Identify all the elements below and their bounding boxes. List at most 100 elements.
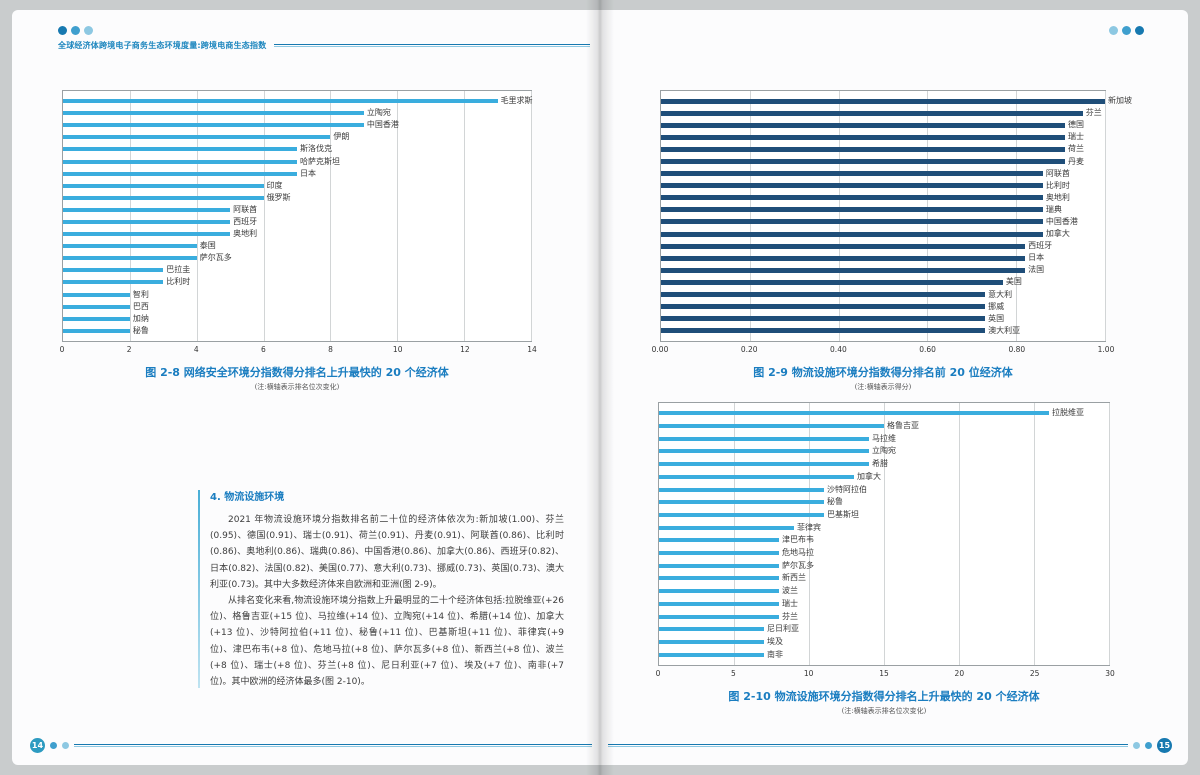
bar-rows: 拉脱维亚 格鲁吉亚 马拉维 立陶宛 希腊 加拿大 沙特阿拉伯 秘鲁 巴基斯坦 菲律宾 津巴布韦 危地马…	[659, 407, 1109, 661]
bar-label: 奥地利	[233, 229, 258, 239]
figure-2-9-caption: 图 2-9 物流设施环境分指数得分排名前 20 位经济体	[753, 366, 1013, 379]
x-axis-tick-label: 30	[1105, 669, 1115, 678]
bar-row: 菲律宾	[659, 521, 1109, 534]
figure-2-8-note: (注:横轴表示排名位次变化)	[254, 383, 340, 391]
bar-row: 新加坡	[661, 95, 1132, 107]
figure-2-10-note: (注:横轴表示排名位次变化)	[841, 707, 927, 715]
bar	[661, 255, 1026, 261]
x-axis-tick-label: 0.40	[830, 345, 847, 354]
bar-label: 格鲁吉亚	[887, 421, 919, 431]
bar-label: 危地马拉	[782, 548, 814, 558]
gridline	[884, 403, 885, 665]
bar-row: 萨尔瓦多	[659, 559, 1109, 572]
bar	[661, 171, 1043, 177]
bar-label: 法国	[1028, 265, 1045, 275]
bar	[659, 601, 779, 606]
gridline	[808, 403, 810, 665]
x-axis-tick-label: 0.00	[651, 345, 669, 354]
bar-row: 中国香港	[63, 119, 531, 131]
bar-label: 印度	[266, 180, 283, 190]
decor-dot-icon	[58, 26, 67, 35]
bar-row: 新西兰	[659, 572, 1109, 585]
bar-label: 新西兰	[782, 573, 806, 583]
bar-label: 奥地利	[1045, 192, 1070, 202]
bar-row: 丹麦	[661, 155, 1105, 167]
x-axis-tick-label: 10	[803, 669, 814, 678]
bar-label: 萨尔瓦多	[782, 560, 814, 570]
bar-label: 英国	[988, 313, 1005, 323]
bar-rows: 新加坡 芬兰 德国 瑞士 荷兰 丹麦 阿联酋 比利时 奥地利 瑞典 中国香港 加拿大 西班牙 日本 法国 美国…	[661, 95, 1132, 337]
x-axis-tick-label: 2	[126, 345, 132, 354]
bar-row: 拉脱维亚	[659, 407, 1109, 420]
bar	[63, 244, 197, 249]
bar	[63, 123, 364, 128]
bar-label: 澳大利亚	[988, 325, 1021, 335]
gridline	[1034, 403, 1035, 665]
bar-row: 智利	[63, 289, 531, 301]
bar-row: 挪威	[661, 301, 1105, 313]
x-axis-tick-label: 0.80	[1008, 345, 1026, 354]
bar-row: 哈萨克斯坦	[63, 155, 531, 167]
bar-row: 危地马拉	[659, 547, 1109, 560]
bar	[63, 183, 264, 188]
bar	[661, 328, 986, 334]
bar-label: 中国香港	[366, 120, 399, 130]
bar-row: 奥地利	[63, 228, 531, 240]
x-axis-tick-label: 6	[261, 345, 266, 354]
bar-label: 德国	[1068, 120, 1085, 130]
bar-row: 比利时	[63, 276, 531, 288]
bar	[63, 280, 164, 285]
bar	[63, 316, 130, 321]
figure-2-8-chart: 毛里求斯 立陶宛 中国香港 伊朗 斯洛伐克 哈萨克斯坦 日本 印度 俄罗斯 阿联酋 西班牙 奥地利 泰国…	[60, 90, 537, 356]
bar-row: 芬兰	[659, 610, 1109, 623]
bar-label: 萨尔瓦多	[199, 253, 232, 263]
bar	[661, 207, 1043, 213]
bar-label: 瑞士	[782, 598, 798, 608]
bar-label: 巴西	[132, 301, 149, 311]
bar-row: 萨尔瓦多	[63, 252, 531, 264]
figure-2-10-x-axis: 0 5 10 15 20 25 30	[656, 666, 1115, 680]
bar	[659, 589, 779, 594]
footer-left: 14	[30, 738, 592, 753]
bar-label: 比利时	[166, 277, 191, 287]
bar	[659, 487, 824, 492]
bar-row: 日本	[63, 168, 531, 180]
bar-row: 瑞典	[661, 204, 1105, 216]
bar-label: 秘鲁	[827, 497, 843, 507]
bar	[659, 500, 824, 505]
page-number-left: 14	[30, 738, 45, 753]
bar-row: 南非	[659, 648, 1109, 661]
bar-label: 西班牙	[1028, 241, 1053, 251]
decor-dots-top-right	[1109, 26, 1144, 35]
bar-label: 菲律宾	[797, 522, 821, 532]
bar-label: 芬兰	[782, 611, 798, 621]
bar-row: 比利时	[661, 180, 1105, 192]
decor-dot-icon	[1122, 26, 1131, 35]
bar-row: 巴拉圭	[63, 264, 531, 276]
section-title: 4. 物流设施环境	[210, 492, 285, 503]
bar	[661, 122, 1066, 128]
x-axis-tick-label: 10	[392, 345, 403, 354]
bar-row: 瑞士	[659, 598, 1109, 611]
bar-label: 秘鲁	[132, 325, 149, 335]
bar	[661, 243, 1026, 249]
bar	[661, 231, 1043, 237]
decor-dot-icon	[71, 26, 80, 35]
bar-label: 泰国	[199, 241, 216, 251]
gridline	[838, 91, 840, 341]
bar	[63, 195, 264, 200]
bar-label: 波兰	[782, 586, 798, 596]
bar	[659, 551, 779, 556]
gridline	[927, 91, 929, 341]
bar-label: 中国香港	[1045, 216, 1078, 226]
bar-label: 立陶宛	[366, 108, 391, 118]
gridline	[1016, 91, 1018, 341]
bar-label: 斯洛伐克	[300, 144, 332, 154]
bar-row: 沙特阿拉伯	[659, 483, 1109, 496]
gridline	[1109, 403, 1110, 665]
page-right: 新加坡 芬兰 德国 瑞士 荷兰 丹麦 阿联酋 比利时 奥地利 瑞典 中国香港 加拿大 西班牙 日本 法国 美国…	[600, 10, 1188, 765]
bar	[661, 146, 1066, 152]
page-left: 全球经济体跨境电子商务生态环境度量:跨境电商生态指数 毛里求斯 立陶宛 中国香港 伊朗…	[12, 10, 600, 765]
decor-dot-icon	[50, 742, 57, 749]
bar-label: 芬兰	[1085, 108, 1102, 118]
